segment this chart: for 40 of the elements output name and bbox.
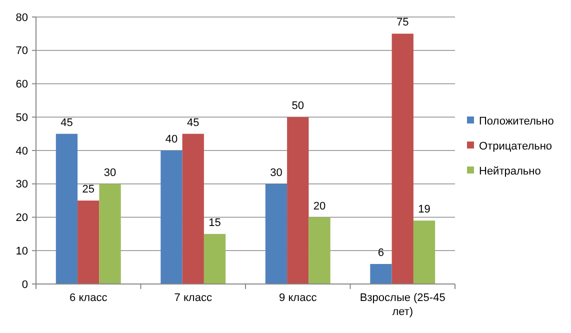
y-tick-label: 30 xyxy=(16,178,28,191)
bar xyxy=(370,264,392,284)
bar xyxy=(160,150,182,284)
legend-label: Отрицательно xyxy=(479,140,552,152)
data-label: 40 xyxy=(165,134,178,146)
y-tick-label: 80 xyxy=(16,12,28,24)
data-label: 45 xyxy=(187,116,200,129)
data-label: 50 xyxy=(292,100,304,112)
x-tick-label: 9 класс xyxy=(279,292,318,304)
bar xyxy=(56,134,78,284)
data-label: 6 xyxy=(378,246,384,259)
legend-label: Нейтрально xyxy=(479,165,541,178)
data-label: 45 xyxy=(60,116,73,129)
bar xyxy=(182,134,204,284)
bar xyxy=(413,220,436,284)
data-label: 30 xyxy=(104,166,116,179)
x-tick-label: 6 класс xyxy=(70,292,108,304)
y-tick-label: 0 xyxy=(22,278,28,291)
bar xyxy=(287,117,309,284)
bar xyxy=(308,217,330,284)
legend-label: Положительно xyxy=(479,115,554,128)
bar xyxy=(204,234,226,284)
data-label: 30 xyxy=(270,166,282,179)
x-tick-label: Взрослые (25-45 лет) xyxy=(360,292,446,318)
y-tick-label: 20 xyxy=(16,212,28,224)
y-tick-label: 70 xyxy=(16,45,28,58)
bar xyxy=(392,34,414,284)
data-label: 75 xyxy=(396,16,409,29)
y-tick-label: 10 xyxy=(16,245,28,258)
bar xyxy=(99,184,121,284)
y-tick-label: 50 xyxy=(16,112,28,124)
y-tick-label: 40 xyxy=(16,145,28,158)
bar xyxy=(265,184,288,284)
x-tick-label: 7 класс xyxy=(174,292,212,304)
data-label: 15 xyxy=(208,216,221,229)
data-label: 20 xyxy=(313,200,326,212)
bar xyxy=(78,200,100,284)
y-tick-label: 60 xyxy=(16,78,28,91)
data-label: 25 xyxy=(82,184,94,196)
data-label: 19 xyxy=(418,204,430,216)
